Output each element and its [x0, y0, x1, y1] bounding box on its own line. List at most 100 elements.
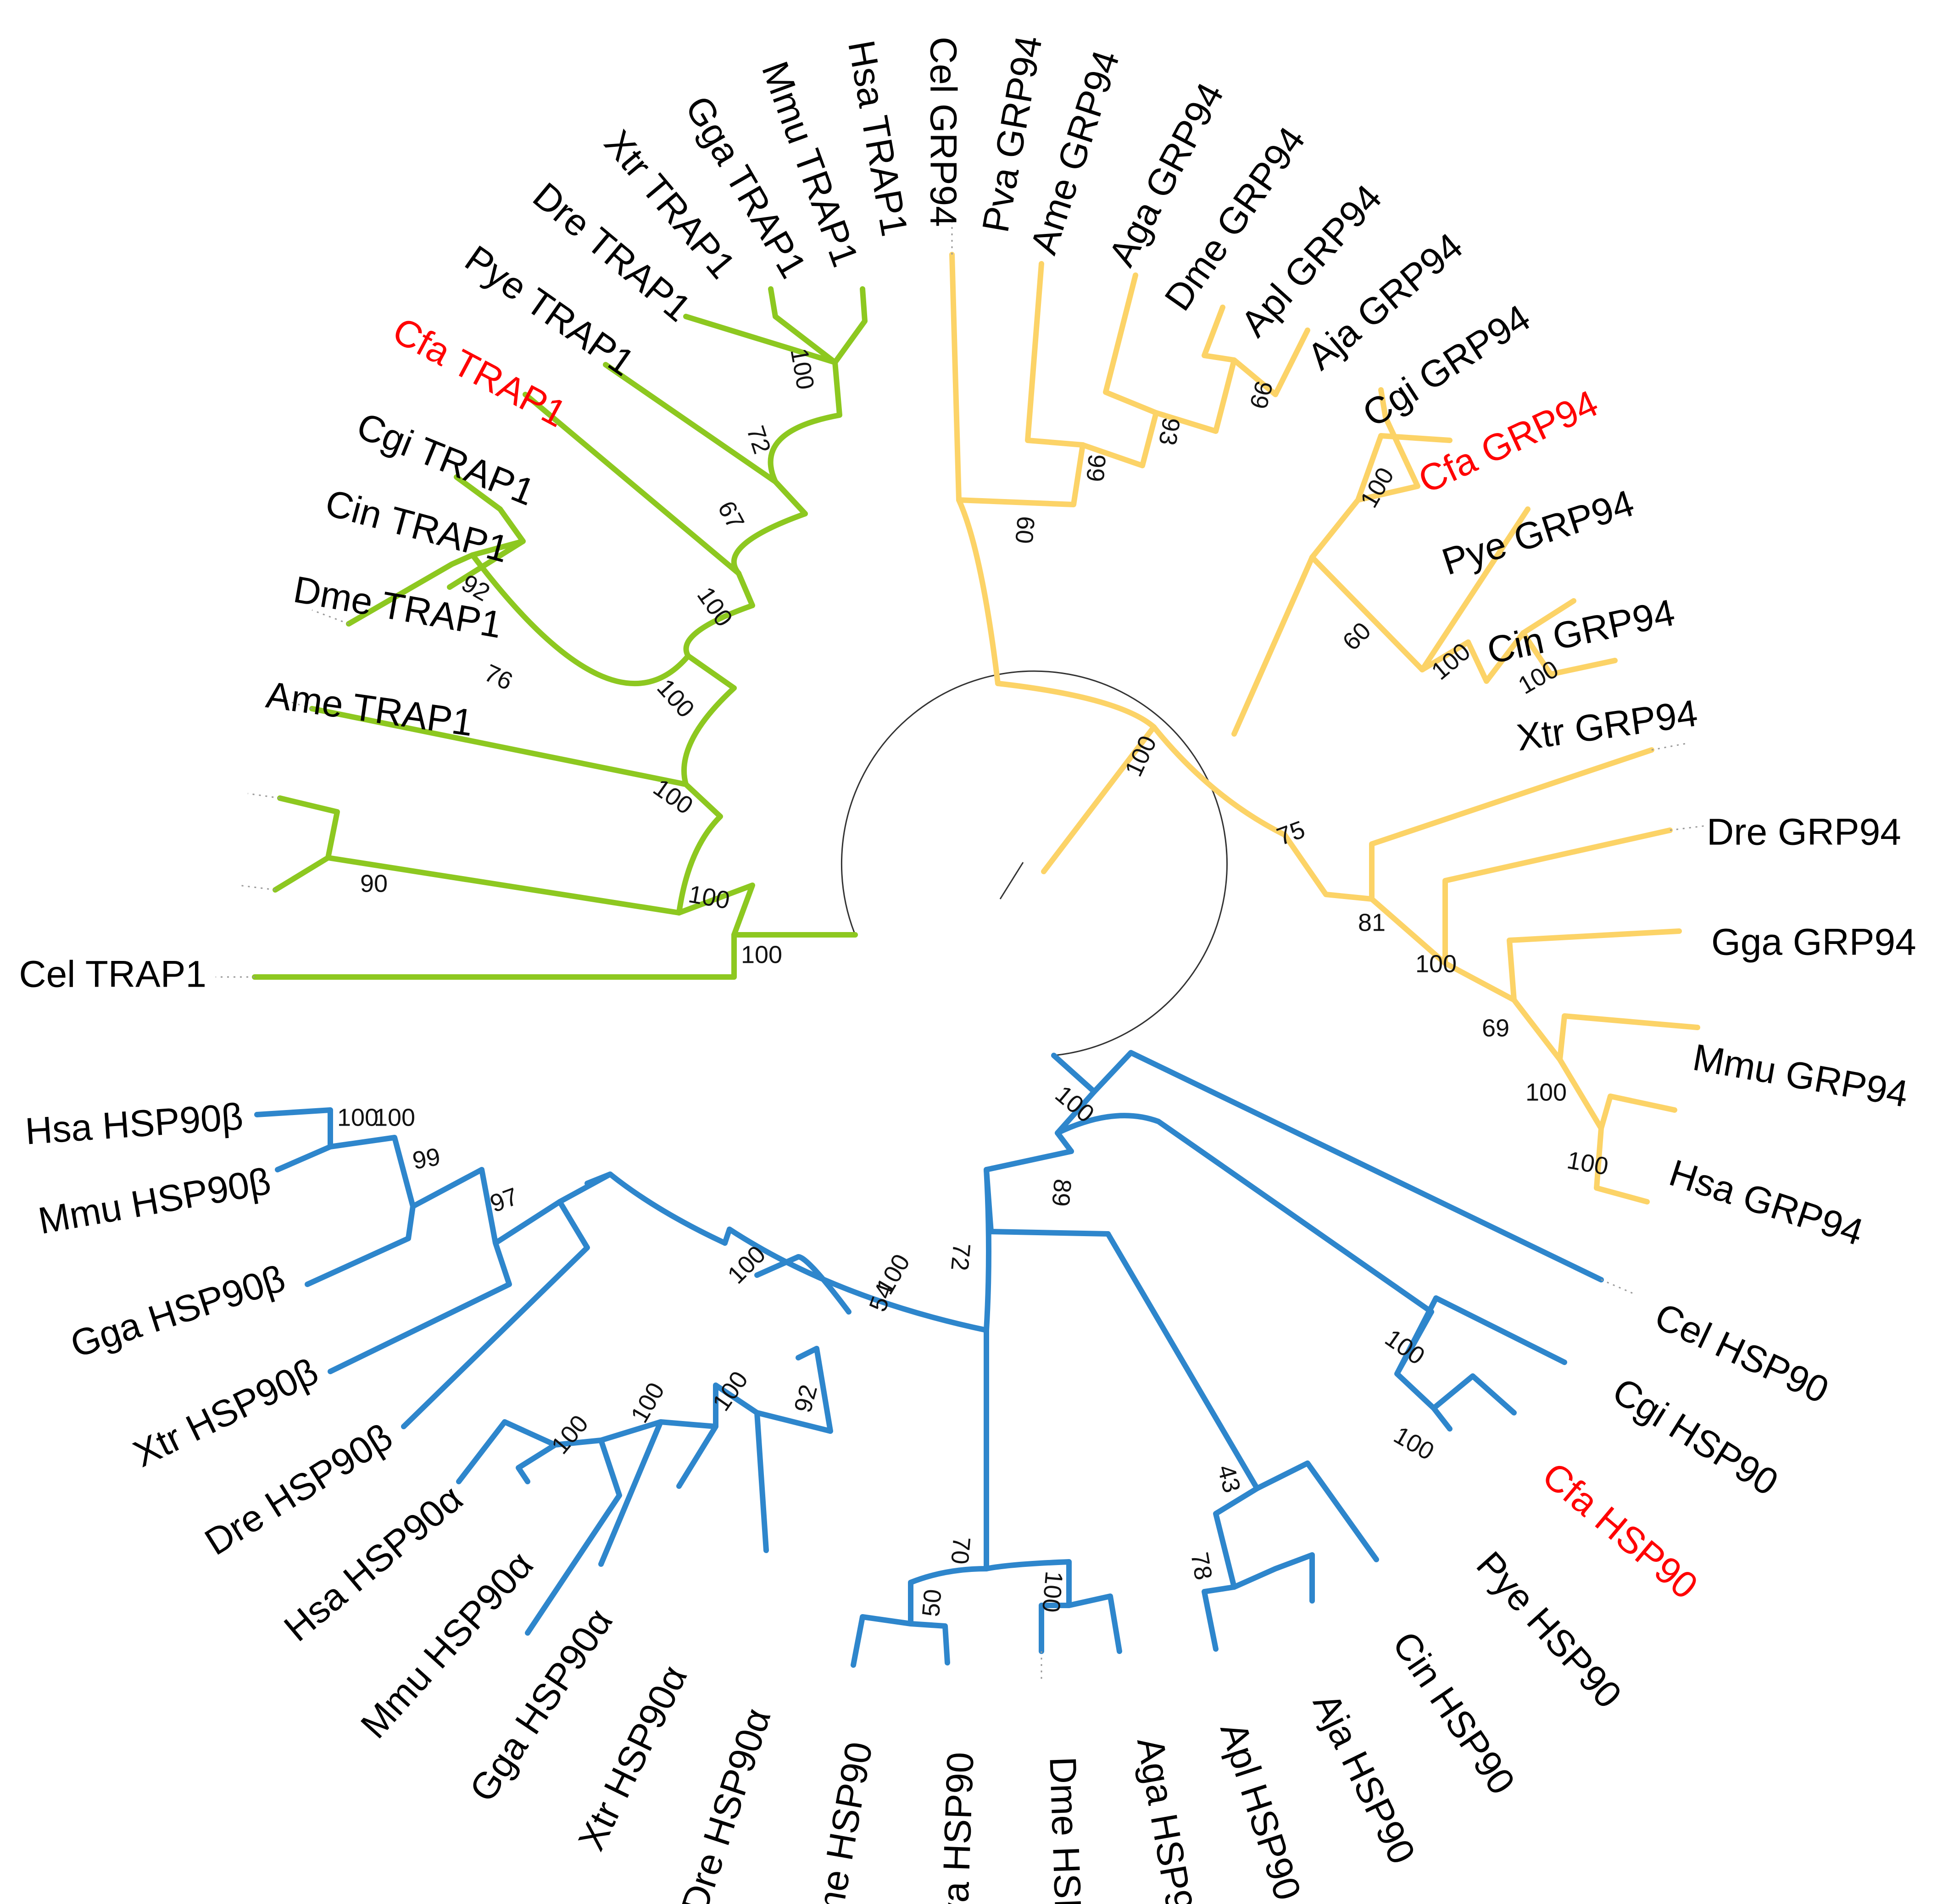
bootstrap-value: 67 [712, 497, 750, 534]
leaf-label-hsa-grp94: Hsa GRP94 [1664, 1152, 1868, 1254]
leaf-label-xtr-grp94: Xtr GRP94 [1514, 692, 1700, 759]
trap1-dre [523, 392, 741, 576]
bootstrap-value: 43 [1212, 1462, 1246, 1496]
hsp90-node-100a [754, 1254, 852, 1315]
bootstrap-value: 99 [1244, 378, 1278, 412]
leaf-label-gga-grp94: Gga GRP94 [1711, 921, 1916, 963]
bootstrap-value: 100 [1565, 1146, 1610, 1181]
bootstrap-value: 100 [1355, 463, 1399, 512]
leaf-label-cin-grp94: Cin GRP94 [1484, 592, 1679, 672]
leaf-label-cin-hsp90: Cin HSP90 [1384, 1624, 1523, 1802]
leaf-label-pye-hsp90: Pye HSP90 [1469, 1544, 1630, 1716]
bootstrap-value: 93 [1153, 416, 1186, 448]
bootstrap-value: 99 [1081, 453, 1111, 483]
hsp90-beta-inner [254, 1107, 562, 1374]
bootstrap-value: 92 [789, 1382, 823, 1416]
grp94-xtr [1369, 827, 1673, 966]
trap1-node-90 [681, 653, 737, 787]
trap1-xtr [603, 362, 778, 484]
leaf-label-hsa-hsp90-: Hsa HSP90β [24, 1096, 245, 1153]
trap1-node-100 [768, 286, 868, 365]
bootstrap-value: 100 [741, 941, 782, 968]
trap1-gga [683, 314, 838, 365]
leaf-label-xtr-hsp90-: Xtr HSP90α [570, 1659, 695, 1857]
grp94-trunk [1041, 724, 1157, 874]
leaf-label-ame-trap1: Ame TRAP1 [263, 674, 475, 744]
grp94-basal-arc [995, 681, 1287, 838]
bootstrap-value: 100 [374, 1104, 415, 1131]
leaf-label-dre-grp94: Dre GRP94 [1707, 811, 1901, 853]
leaf-label-cfa-hsp90: Cfa HSP90 [1535, 1454, 1706, 1607]
hsp90-node-70 [984, 1167, 991, 1571]
grp94-pva [1025, 261, 1085, 448]
grp94-bivalves [1419, 506, 1618, 684]
bootstrap-value: 72 [946, 1242, 975, 1272]
bootstrap-value: 81 [1358, 909, 1386, 936]
trap1-node-72 [768, 360, 842, 484]
leaf-label-cel-grp94: Cel GRP94 [922, 37, 964, 227]
hsp90-mollusc-node [1394, 1295, 1567, 1432]
hsp90-alpha-node [456, 1346, 833, 1636]
grp94-mammal [1557, 1057, 1677, 1205]
bootstrap-value: 76 [480, 659, 517, 696]
bootstrap-value: 100 [1119, 732, 1162, 781]
bootstrap-value: 89 [1046, 1178, 1076, 1208]
leaf-label-apl-hsp90: Apl HSP90 [1212, 1717, 1309, 1904]
bootstrap-value: 60 [1010, 515, 1040, 545]
hsp90-vertebrate-arc [722, 1227, 989, 1333]
leaf-label-pye-grp94: Pye GRP94 [1437, 482, 1639, 583]
grp94-dre [1442, 928, 1682, 1003]
hsp90-node-89 [1055, 1113, 1434, 1315]
leaf-label-ame-hsp90: Ame HSP90 [803, 1739, 880, 1904]
hsp90-node-43 [1105, 1231, 1379, 1562]
trap1-trunk [252, 932, 858, 980]
grp94-clade [949, 252, 1700, 1205]
hsp90-insect-spiral [984, 1149, 1111, 1237]
hsp90-cel [1091, 1050, 1604, 1282]
leaf-label-pva-hsp90: Pva HSP90 [933, 1751, 982, 1904]
bootstrap-value: 75 [1273, 816, 1308, 851]
leaf-label-hsa-trap1: Hsa TRAP1 [840, 37, 916, 239]
root-arc [840, 670, 1228, 1056]
bootstrap-value: 100 [1389, 1421, 1439, 1465]
hsp90-node-78 [1202, 1486, 1315, 1652]
trap1-clade [252, 286, 868, 980]
hsp90-beta-node [401, 1171, 613, 1429]
root-stub [999, 862, 1024, 899]
bootstrap-value: 100 [1415, 950, 1457, 977]
trap1-vertebrate-node [683, 571, 755, 659]
leaf-label-gga-hsp90-: Gga HSP90β [66, 1257, 290, 1366]
leaf-label-cel-trap1: Cel TRAP1 [19, 954, 206, 995]
trap1-mollusc [346, 474, 691, 686]
leaf-label-dre-hsp90-: Dre HSP90α [673, 1704, 779, 1904]
bootstrap-value: 100 [692, 582, 738, 632]
bootstrap-value: 70 [946, 1536, 975, 1565]
trap1-deuterostome-node [676, 782, 723, 916]
grp94-lophotrochozoa [1231, 387, 1453, 737]
bootstrap-value: 100 [1037, 1570, 1068, 1614]
leaf-label-dme-hsp90: Dme HSP90 [1041, 1756, 1091, 1904]
hsp90-insects [851, 1559, 1122, 1668]
grp94-node-99 [956, 442, 1085, 507]
leader-lines [216, 220, 1707, 1679]
trap1-dme-ame [273, 795, 682, 916]
leaf-label-mmu-hsp90-: Mmu HSP90β [35, 1160, 274, 1242]
grp94-gga [1511, 997, 1700, 1062]
leaf-label-xtr-hsp90-: Xtr HSP90β [127, 1350, 324, 1475]
hsp90-beta-alpha [584, 1171, 728, 1246]
leaf-label-cgi-hsp90: Cgi HSP90 [1605, 1370, 1785, 1504]
grp94-aga-dme [1153, 305, 1310, 434]
bootstrap-value: 100 [785, 346, 819, 392]
leaf-label-mmu-grp94: Mmu GRP94 [1690, 1036, 1911, 1115]
bootstrap-value: 50 [917, 1588, 947, 1618]
leaf-label-cel-hsp90: Cel HSP90 [1648, 1295, 1835, 1411]
hsp90-clade [254, 1050, 1604, 1668]
bootstrap-value: 60 [1337, 617, 1376, 656]
grp94-ame [1103, 272, 1159, 416]
bootstrap-value: 100 [337, 1104, 378, 1131]
bootstrap-value: 78 [1186, 1550, 1218, 1582]
trap1-node-67 [731, 479, 808, 576]
bootstrap-value: 99 [411, 1143, 443, 1175]
